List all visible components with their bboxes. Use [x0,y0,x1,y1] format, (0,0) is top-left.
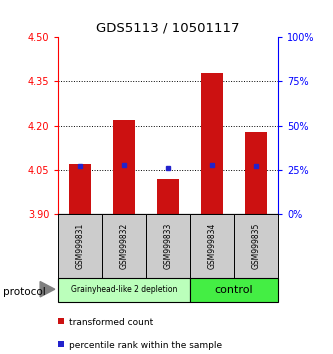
Bar [245,132,267,214]
Bar [190,278,278,302]
Text: Grainyhead-like 2 depletion: Grainyhead-like 2 depletion [71,285,177,294]
Bar [146,214,190,278]
Text: transformed count: transformed count [69,318,154,327]
Text: GSM999833: GSM999833 [164,223,173,269]
Bar [234,214,278,278]
Bar [113,120,135,214]
Text: GSM999831: GSM999831 [76,223,85,269]
Text: GSM999832: GSM999832 [120,223,129,269]
Text: percentile rank within the sample: percentile rank within the sample [69,341,222,350]
Bar [201,73,223,214]
Bar [58,214,102,278]
Bar [190,214,234,278]
Bar [58,278,190,302]
Text: GSM999835: GSM999835 [251,223,261,269]
Bar [102,214,146,278]
Text: control: control [215,285,253,295]
Polygon shape [40,281,55,297]
Bar [157,179,179,214]
Text: protocol: protocol [3,287,46,297]
Bar [69,164,91,214]
Title: GDS5113 / 10501117: GDS5113 / 10501117 [97,22,240,35]
Text: GSM999834: GSM999834 [207,223,217,269]
